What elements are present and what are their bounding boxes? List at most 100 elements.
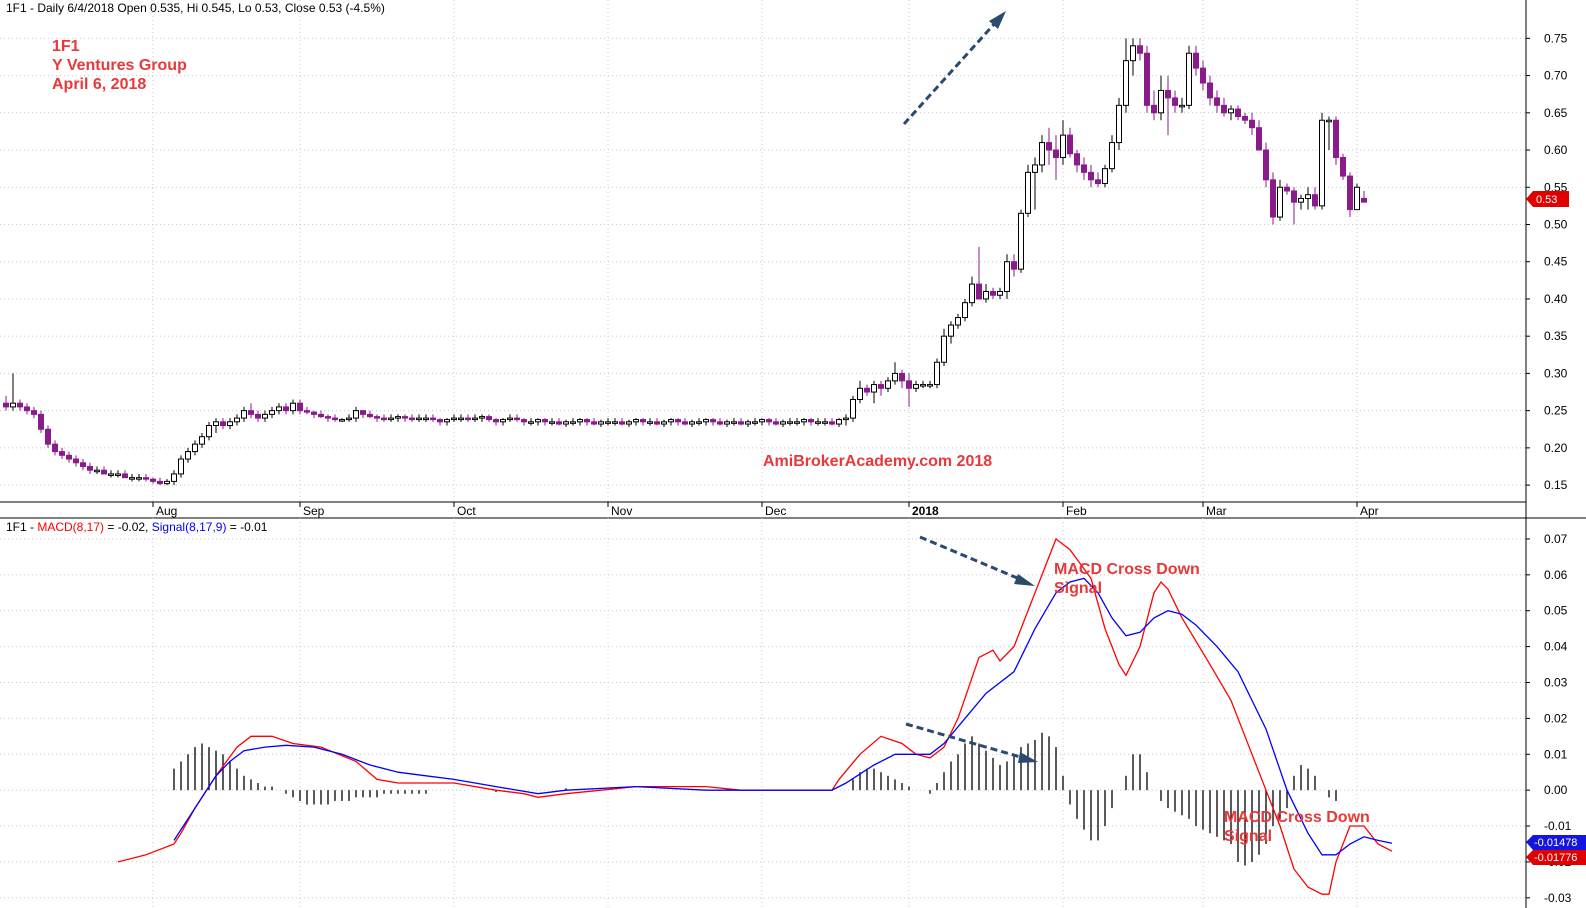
candle-body (507, 417, 513, 421)
candle (801, 418, 807, 426)
candle (409, 414, 415, 422)
candle (255, 410, 261, 422)
candle (24, 403, 30, 415)
candle (122, 470, 128, 479)
candle-body (31, 410, 37, 415)
candle-body (822, 421, 828, 424)
candle (696, 418, 702, 426)
candle-body (955, 317, 961, 326)
candle (1207, 75, 1213, 106)
candle (752, 418, 758, 426)
candle (150, 477, 156, 484)
candle-body (94, 469, 100, 473)
candle-body (10, 402, 16, 408)
candle-body (633, 419, 639, 423)
candle (759, 418, 765, 426)
candle (1228, 105, 1234, 121)
candle (717, 418, 723, 426)
candle-body (325, 416, 331, 419)
candle (290, 399, 296, 415)
histogram-peak-arrow-line (905, 722, 1025, 760)
candle (395, 414, 401, 422)
candle-body (584, 419, 590, 423)
candle (80, 459, 86, 471)
candle-body (465, 417, 471, 421)
candle (213, 418, 219, 433)
candle-body (1137, 45, 1143, 54)
candle (1074, 150, 1080, 173)
macd-tick-label: 0.02 (1544, 711, 1568, 725)
macd-tick-label: 0.03 (1544, 675, 1568, 689)
candle (962, 298, 968, 322)
candle-body (248, 410, 254, 415)
candle (451, 414, 457, 422)
month-label: Nov (611, 504, 632, 518)
candle-body (1130, 45, 1136, 62)
candle (731, 418, 737, 426)
candle-body (927, 384, 933, 387)
candlestick-series (3, 38, 1367, 486)
date-annotation: April 6, 2018 (52, 76, 146, 93)
candle-body (87, 465, 93, 471)
candle (976, 246, 982, 300)
candle-body (913, 384, 919, 389)
candle (423, 414, 429, 422)
price-tick-label: 0.45 (1544, 255, 1568, 269)
candle (780, 419, 786, 428)
candle-body (185, 451, 191, 460)
candle (570, 418, 576, 426)
candle-body (836, 419, 842, 425)
candle (1165, 75, 1171, 136)
candle (521, 418, 527, 426)
month-label: Feb (1066, 504, 1087, 518)
candle-body (829, 421, 835, 425)
candle-body (514, 417, 520, 421)
candle-body (752, 421, 758, 424)
candle (1102, 164, 1108, 188)
histogram-peak-arrow (905, 722, 1038, 763)
candle-body (773, 421, 779, 425)
candle-body (479, 416, 485, 419)
candle-body (129, 477, 135, 480)
candle (31, 406, 37, 419)
candle (948, 321, 954, 344)
candle (430, 414, 436, 422)
candle (577, 418, 583, 426)
candle (598, 419, 604, 428)
candle-body (682, 421, 688, 425)
candle-body (206, 425, 212, 438)
candle-body (388, 417, 394, 421)
candle (1011, 254, 1017, 277)
candle-body (416, 417, 422, 421)
candle (1354, 183, 1360, 211)
candle-body (1032, 164, 1038, 173)
candle-body (521, 419, 527, 423)
candle (234, 414, 240, 426)
candle (850, 395, 856, 422)
candle-body (710, 419, 716, 423)
candle (1018, 209, 1024, 273)
candle (3, 395, 9, 411)
macd-note-2-line1: MACD Cross Down (1224, 809, 1370, 826)
candle (507, 414, 513, 422)
candle (1032, 157, 1038, 210)
candle (346, 414, 352, 422)
candle (1158, 75, 1164, 121)
candle (493, 418, 499, 426)
candle-body (311, 411, 317, 415)
month-label: Apr (1360, 504, 1379, 518)
candle-body (276, 406, 282, 412)
candle (472, 414, 478, 422)
candle-body (360, 410, 366, 415)
signal-badge-shape (1526, 835, 1586, 850)
candle (1319, 112, 1325, 210)
candle-body (1004, 261, 1010, 293)
price-tick-label: 0.60 (1544, 143, 1568, 157)
candle-body (486, 416, 492, 421)
candle (1333, 116, 1339, 165)
candle (983, 284, 989, 303)
candle-body (1333, 119, 1339, 158)
macd-note-1-line1: MACD Cross Down (1054, 561, 1200, 578)
price-y-axis: 0.75 0.70 0.65 0.60 0.55 0.50 0.45 0.40 0.35 0.30… (1526, 31, 1568, 492)
candle-body (1284, 186, 1290, 192)
